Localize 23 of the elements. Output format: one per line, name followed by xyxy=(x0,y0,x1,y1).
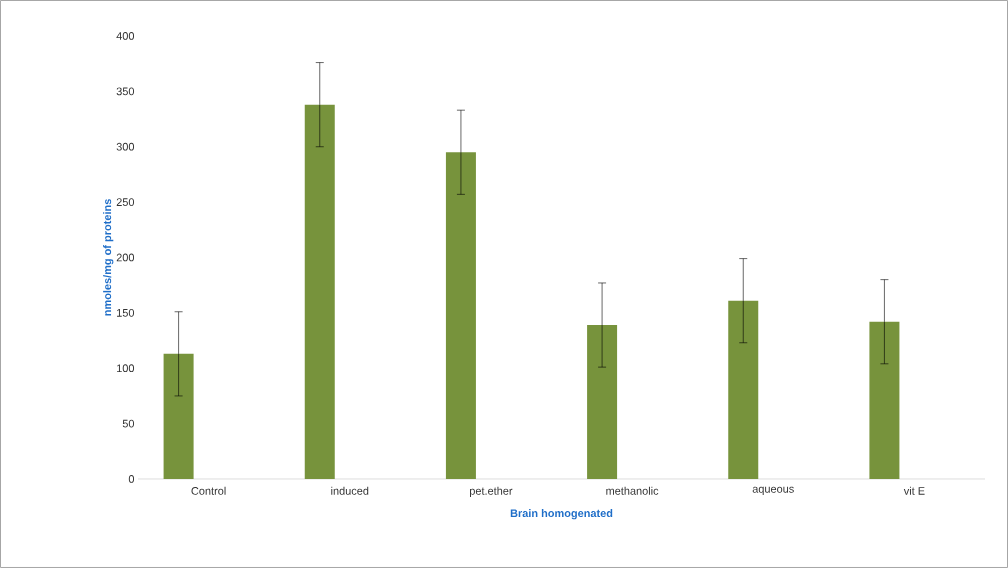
bar xyxy=(728,300,759,479)
bar xyxy=(587,325,618,479)
y-tick-label: 300 xyxy=(116,142,135,151)
y-tick-label: 400 xyxy=(116,32,135,40)
y-tick-label: 50 xyxy=(122,419,135,428)
x-tick-label: Control xyxy=(191,486,226,495)
y-tick-label: 250 xyxy=(116,198,135,206)
x-tick-label: pet.ether xyxy=(470,486,513,497)
bar xyxy=(163,353,194,479)
y-tick-label: 350 xyxy=(116,87,135,96)
x-tick-label: methanolic xyxy=(606,486,659,495)
x-tick-label: aqueous xyxy=(752,486,794,495)
y-tick-label: 100 xyxy=(117,364,135,373)
bar xyxy=(445,152,476,479)
y-axis-title: nmoles/mg of proteins xyxy=(103,199,114,316)
x-tick-label: induced xyxy=(331,486,369,495)
y-tick-label: 0 xyxy=(128,475,135,483)
y-tick-label: 150 xyxy=(117,308,135,317)
x-tick-label: vit E xyxy=(903,486,925,495)
x-axis-title: Brain homogenated xyxy=(510,509,613,520)
bar xyxy=(304,104,335,479)
bar xyxy=(869,321,900,479)
y-tick-label: 200 xyxy=(116,253,135,262)
